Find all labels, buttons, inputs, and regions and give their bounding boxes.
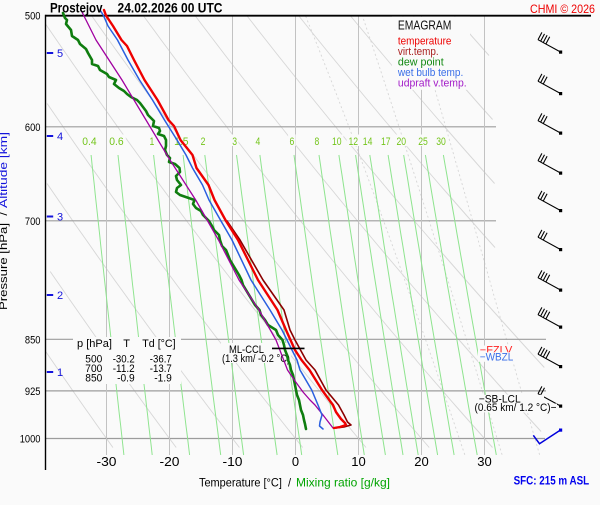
svg-text:-13.7: -13.7 bbox=[150, 363, 172, 375]
svg-text:(0.65 km/ 1.2 °C)−: (0.65 km/ 1.2 °C)− bbox=[475, 402, 557, 414]
svg-text:SFC: 215 m ASL: SFC: 215 m ASL bbox=[514, 473, 590, 487]
svg-text:udpraft v.temp.: udpraft v.temp. bbox=[398, 78, 467, 90]
svg-text:-0.9: -0.9 bbox=[117, 372, 135, 384]
svg-text:3: 3 bbox=[232, 136, 237, 148]
svg-text:0: 0 bbox=[292, 455, 299, 469]
svg-text:p [hPa]: p [hPa] bbox=[77, 338, 112, 350]
svg-text:4: 4 bbox=[57, 131, 63, 143]
svg-text:Altitude [km]: Altitude [km] bbox=[0, 132, 10, 208]
svg-text:Td [°C]: Td [°C] bbox=[142, 338, 175, 350]
svg-text:2: 2 bbox=[57, 290, 63, 302]
svg-text:600: 600 bbox=[25, 122, 41, 134]
svg-text:-11.2: -11.2 bbox=[113, 363, 135, 375]
svg-text:17: 17 bbox=[381, 136, 391, 148]
svg-text:500: 500 bbox=[25, 11, 41, 23]
svg-text:14: 14 bbox=[363, 136, 373, 148]
svg-text:6: 6 bbox=[290, 136, 295, 148]
svg-text:−WBZL: −WBZL bbox=[480, 351, 514, 363]
svg-text:-30.2: -30.2 bbox=[113, 353, 135, 365]
svg-text:925: 925 bbox=[25, 386, 41, 398]
svg-text:1: 1 bbox=[57, 367, 63, 379]
svg-text:2: 2 bbox=[201, 136, 206, 148]
svg-text:10: 10 bbox=[351, 455, 366, 469]
svg-text:12: 12 bbox=[349, 136, 359, 148]
svg-text:(1.3 km/ -0.2 °C): (1.3 km/ -0.2 °C) bbox=[222, 353, 290, 365]
svg-text:3: 3 bbox=[57, 212, 63, 224]
svg-text:0.4: 0.4 bbox=[82, 136, 96, 148]
svg-text:5: 5 bbox=[57, 48, 63, 60]
svg-text:500: 500 bbox=[85, 353, 102, 365]
svg-text:850: 850 bbox=[25, 334, 41, 346]
svg-text:-1.9: -1.9 bbox=[154, 372, 172, 384]
svg-text:700: 700 bbox=[25, 216, 41, 228]
svg-text:0.6: 0.6 bbox=[109, 136, 123, 148]
svg-text:25: 25 bbox=[418, 136, 428, 148]
svg-text:24.02.2026 00 UTC: 24.02.2026 00 UTC bbox=[118, 1, 223, 16]
svg-text:Prostejov: Prostejov bbox=[50, 1, 103, 16]
svg-text:20: 20 bbox=[414, 455, 429, 469]
svg-text:1: 1 bbox=[150, 136, 155, 148]
svg-text:Temperature [°C] /: Temperature [°C] / bbox=[199, 476, 292, 490]
svg-text:8: 8 bbox=[315, 136, 320, 148]
svg-text:850: 850 bbox=[85, 372, 102, 384]
svg-text:Mixing ratio [g/kg]: Mixing ratio [g/kg] bbox=[296, 476, 390, 490]
svg-text:1000: 1000 bbox=[20, 434, 41, 446]
svg-text:10: 10 bbox=[332, 136, 342, 148]
svg-text:T: T bbox=[123, 338, 130, 350]
svg-text:ML-CCL: ML-CCL bbox=[229, 344, 264, 356]
svg-text:−SB-LCL: −SB-LCL bbox=[479, 393, 521, 405]
svg-text:wet bulb temp.: wet bulb temp. bbox=[397, 67, 463, 79]
svg-text:20: 20 bbox=[397, 136, 407, 148]
svg-text:-10: -10 bbox=[223, 455, 243, 469]
svg-text:30: 30 bbox=[477, 455, 492, 469]
svg-text:CHMI © 2026: CHMI © 2026 bbox=[530, 2, 595, 16]
svg-text:-30: -30 bbox=[97, 455, 117, 469]
svg-text:700: 700 bbox=[85, 363, 102, 375]
svg-text:virt.temp.: virt.temp. bbox=[398, 46, 439, 58]
svg-text:EMAGRAM: EMAGRAM bbox=[398, 18, 452, 33]
svg-text:-20: -20 bbox=[160, 455, 180, 469]
svg-text:4: 4 bbox=[256, 136, 261, 148]
svg-text:30: 30 bbox=[436, 136, 446, 148]
svg-text:-36.7: -36.7 bbox=[150, 353, 172, 365]
svg-text:dew point: dew point bbox=[398, 57, 444, 69]
svg-text:Pressure [hPa] /: Pressure [hPa] / bbox=[0, 211, 10, 310]
svg-text:temperature: temperature bbox=[398, 36, 452, 48]
